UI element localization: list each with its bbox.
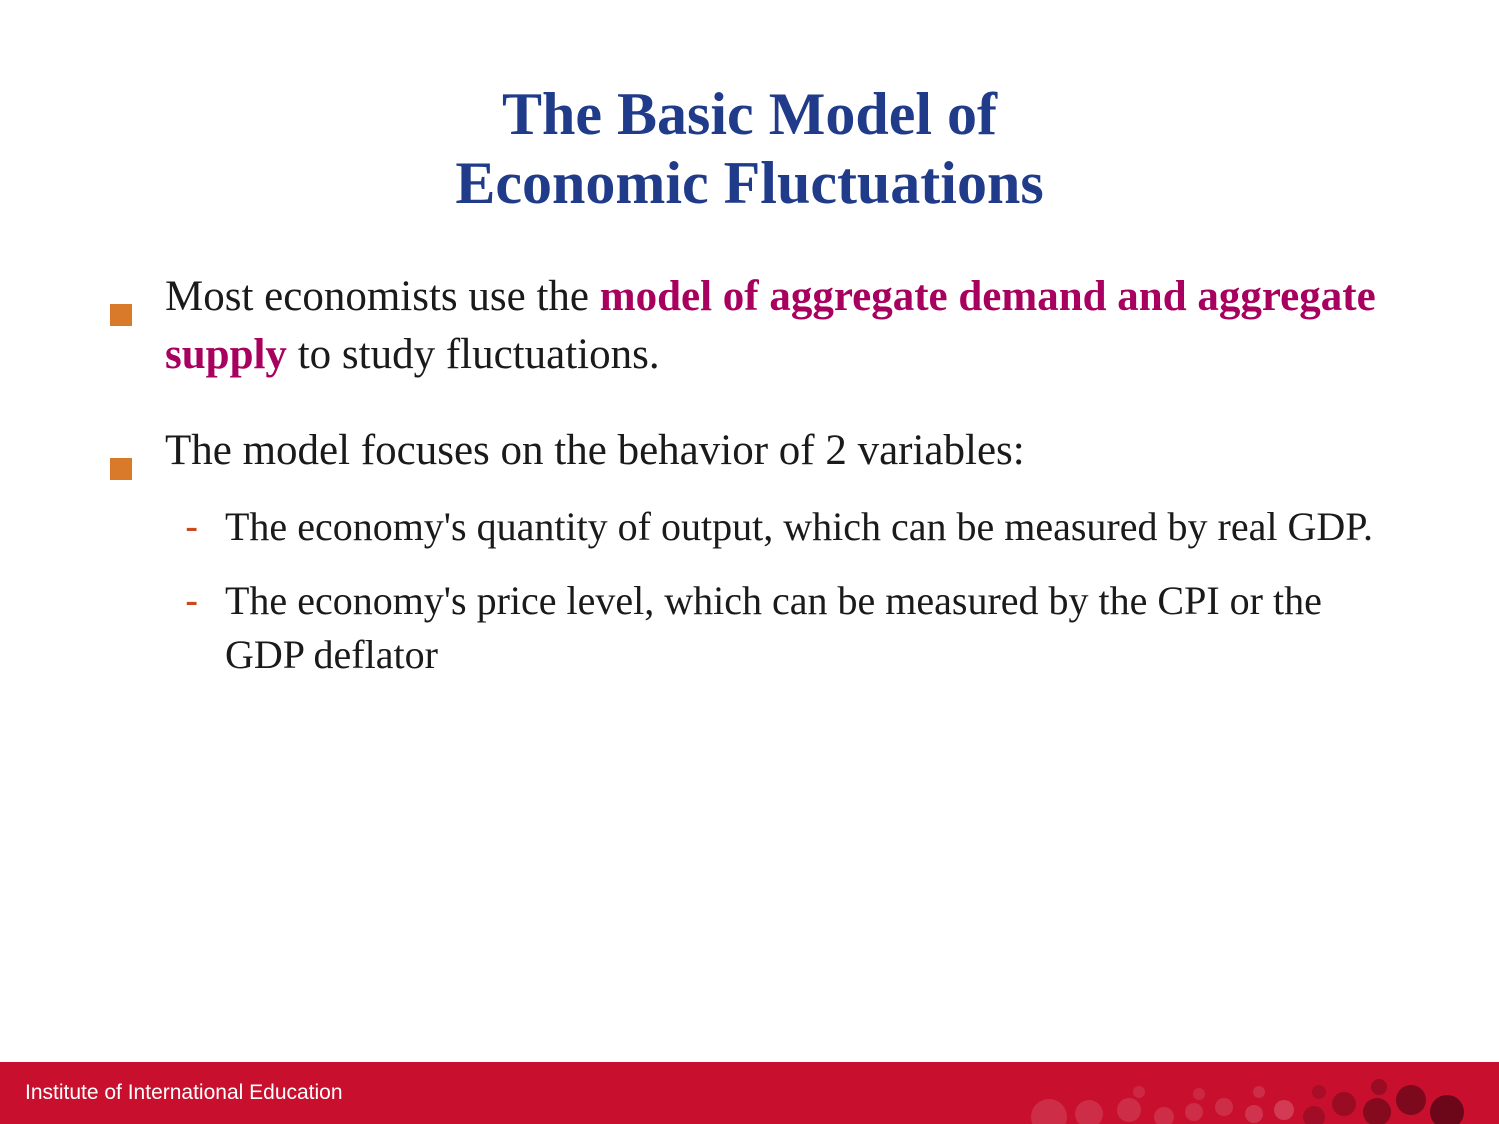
sub-text-1: The economy's price level, which can be … <box>225 578 1322 677</box>
sub-text-0: The economy's quantity of output, which … <box>225 504 1373 549</box>
bullet-text-suffix-0: to study fluctuations. <box>287 331 660 378</box>
dash-bullet-icon: - <box>185 500 198 554</box>
sub-item-0: - The economy's quantity of output, whic… <box>175 500 1409 554</box>
bullet-item-0: Most economists use the model of aggrega… <box>110 268 1409 384</box>
bullet-item-1: The model focuses on the behavior of 2 v… <box>110 422 1409 682</box>
title-line-1: The Basic Model of <box>210 80 1289 149</box>
slide-footer: Institute of International Education <box>0 1062 1499 1124</box>
slide-title: The Basic Model of Economic Fluctuations <box>90 80 1409 218</box>
square-bullet-icon <box>110 284 132 306</box>
footer-text: Institute of International Education <box>25 1081 343 1105</box>
slide-container: The Basic Model of Economic Fluctuations… <box>0 0 1499 1124</box>
dash-bullet-icon: - <box>185 574 198 628</box>
title-line-2: Economic Fluctuations <box>210 149 1289 218</box>
sub-item-1: - The economy's price level, which can b… <box>175 574 1409 682</box>
sub-bullet-list: - The economy's quantity of output, whic… <box>165 500 1409 682</box>
main-bullet-list: Most economists use the model of aggrega… <box>90 268 1409 682</box>
bullet-text-prefix-1: The model focuses on the behavior of 2 v… <box>165 427 1025 474</box>
square-bullet-icon <box>110 438 132 460</box>
footer-decoration <box>599 1062 1499 1124</box>
bullet-text-prefix-0: Most economists use the <box>165 273 600 320</box>
